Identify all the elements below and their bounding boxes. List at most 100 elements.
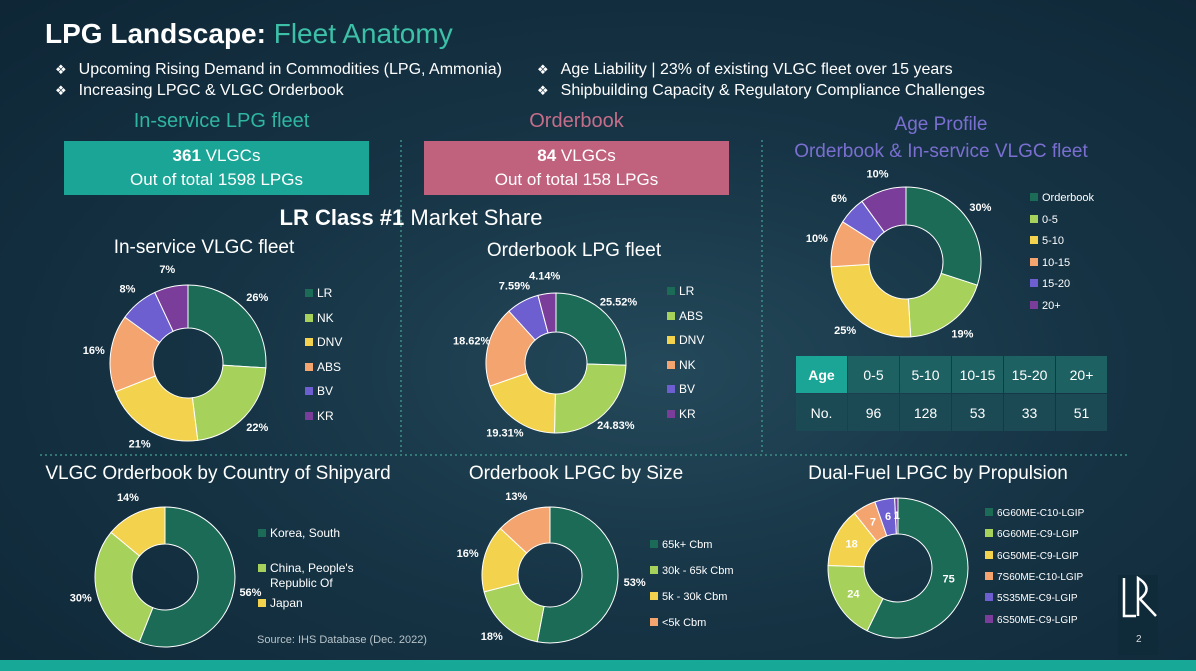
legend-swatch bbox=[258, 599, 266, 607]
legend-swatch bbox=[650, 592, 658, 600]
legend-label: 65k+ Cbm bbox=[662, 539, 713, 551]
legend-swatch bbox=[650, 540, 658, 548]
donut-segment bbox=[861, 186, 907, 233]
legend-label: BV bbox=[679, 382, 696, 396]
value-label: 25.52% bbox=[600, 296, 638, 308]
legend-item: Japan bbox=[258, 596, 358, 611]
donut-segment bbox=[830, 263, 912, 338]
legend-swatch bbox=[305, 313, 313, 322]
legend-label: LR bbox=[317, 286, 333, 300]
legend-item: 5k - 30k Cbm bbox=[650, 590, 727, 605]
footer-bar bbox=[0, 660, 1196, 671]
legend-label: ABS bbox=[679, 308, 704, 323]
legend-item: BV bbox=[305, 384, 333, 399]
value-label: 30% bbox=[70, 593, 92, 605]
chart-title: Orderbook LPGC by Size bbox=[469, 463, 683, 484]
value-label: 24.83% bbox=[597, 420, 635, 432]
legend-swatch bbox=[985, 571, 993, 580]
table-cell: 10-15 bbox=[952, 356, 1003, 393]
legend-swatch bbox=[667, 287, 675, 295]
value-label: 7% bbox=[159, 264, 175, 276]
legend-label: DNV bbox=[317, 335, 343, 349]
legend-swatch bbox=[305, 411, 313, 420]
legend-swatch bbox=[305, 289, 313, 297]
chart-title: In-service VLGC fleet bbox=[114, 237, 295, 258]
value-label: 75 bbox=[943, 574, 955, 586]
legend-item: 65k+ Cbm bbox=[650, 538, 712, 553]
value-label: 16% bbox=[83, 345, 105, 357]
value-label: 4.14% bbox=[529, 271, 560, 283]
legend-item: 6G50ME-C9-LGIP bbox=[985, 549, 1079, 564]
value-label: 18.62% bbox=[453, 335, 491, 347]
legend-item: DNV bbox=[667, 333, 704, 348]
legend-label: LR bbox=[679, 284, 695, 298]
page-number: 2 bbox=[1136, 634, 1142, 645]
value-label: 6% bbox=[831, 193, 847, 205]
value-label: 6 bbox=[885, 511, 891, 523]
value-label: 19.31% bbox=[486, 427, 524, 439]
legend-label: 15-20 bbox=[1042, 278, 1071, 290]
legend-swatch bbox=[1030, 214, 1038, 223]
value-label: 7 bbox=[870, 516, 876, 528]
legend-item: LR bbox=[305, 286, 332, 301]
value-label: 1 bbox=[894, 510, 900, 522]
value-label: 56% bbox=[239, 587, 261, 599]
legend-item: China, People's Republic Of bbox=[258, 561, 358, 591]
title: LPG Landscape: Fleet Anatomy bbox=[45, 18, 453, 49]
legend-item: Orderbook bbox=[1030, 191, 1094, 206]
legend-label: KR bbox=[317, 408, 334, 423]
table-cell: Age bbox=[796, 356, 847, 393]
legend-label: NK bbox=[679, 357, 696, 372]
legend-label: ABS bbox=[317, 359, 342, 374]
legend-item: 10-15 bbox=[1030, 256, 1070, 271]
donut-segment bbox=[894, 497, 899, 535]
bullet: Increasing LPGC & VLGC Orderbook bbox=[55, 82, 344, 100]
donut-segment bbox=[907, 272, 978, 338]
donut-segment bbox=[536, 506, 619, 644]
summary-heading: Orderbook bbox=[529, 110, 624, 132]
legend-swatch bbox=[1030, 279, 1038, 287]
legend-item: DNV bbox=[305, 335, 342, 350]
summary-heading: In-service LPG fleet bbox=[133, 110, 310, 132]
table-cell: 96 bbox=[848, 394, 899, 431]
bullet: Upcoming Rising Demand in Commodities (L… bbox=[55, 61, 502, 79]
legend-swatch bbox=[667, 360, 675, 369]
legend-swatch bbox=[985, 508, 993, 516]
legend-label: 7S60ME-C10-LGIP bbox=[997, 571, 1084, 583]
legend-item: BV bbox=[667, 382, 695, 397]
legend-label: 5-10 bbox=[1042, 235, 1065, 247]
legend-swatch bbox=[258, 529, 266, 537]
legend-label: KR bbox=[679, 406, 696, 421]
donut-segment bbox=[537, 292, 557, 334]
legend-label: 6G60ME-C10-LGIP bbox=[997, 508, 1085, 519]
legend-item: KR bbox=[305, 409, 334, 424]
legend-label: 6S50ME-C9-LGIP bbox=[997, 614, 1078, 626]
legend-item: 30k - 65k Cbm bbox=[650, 564, 734, 579]
legend-item: NK bbox=[667, 358, 696, 373]
legend-swatch bbox=[985, 550, 993, 559]
value-label: 30% bbox=[969, 202, 991, 214]
value-label: 10% bbox=[867, 168, 889, 180]
legend-item: ABS bbox=[305, 360, 341, 375]
legend-item: 0-5 bbox=[1030, 213, 1058, 228]
legend-item: 5-10 bbox=[1030, 234, 1064, 249]
table-cell: 20+ bbox=[1056, 356, 1107, 393]
legend-label: BV bbox=[317, 384, 334, 398]
donut-segment bbox=[187, 284, 267, 369]
legend-label: 10-15 bbox=[1042, 256, 1071, 269]
legend-swatch bbox=[305, 362, 313, 371]
source: Source: IHS Database (Dec. 2022) bbox=[257, 634, 427, 646]
value-label: 18 bbox=[845, 538, 857, 550]
chart-title: VLGC Orderbook by Country of Shipyard bbox=[45, 463, 390, 484]
legend-label: Orderbook bbox=[1042, 192, 1094, 204]
chart-title: Orderbook LPG fleet bbox=[487, 240, 662, 261]
value-label: 16% bbox=[457, 548, 479, 560]
legend-swatch bbox=[667, 409, 675, 418]
legend-label: 6G50ME-C9-LGIP bbox=[997, 550, 1079, 562]
legend-swatch bbox=[1030, 257, 1038, 266]
donut-segment bbox=[110, 506, 166, 557]
table-cell: No. bbox=[796, 394, 847, 431]
section-title: LR Class #1 Market Share bbox=[279, 205, 543, 230]
